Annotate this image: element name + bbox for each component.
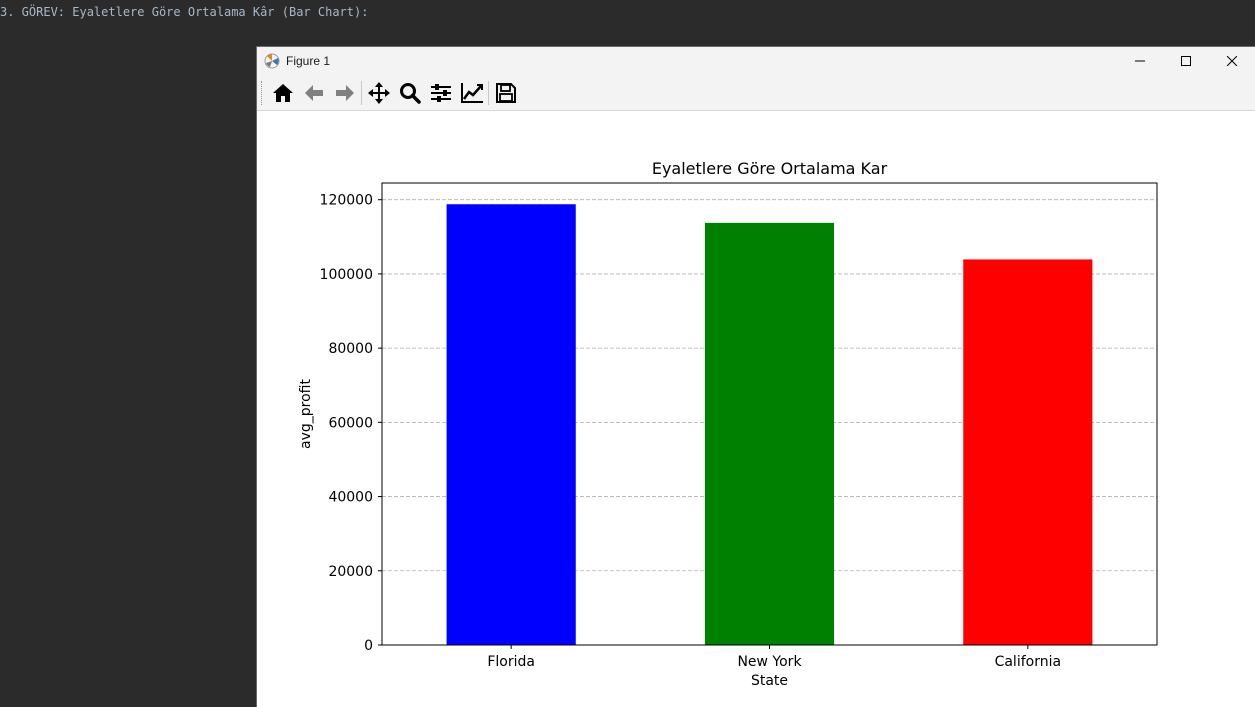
move-icon <box>367 81 390 104</box>
toolbar-separator <box>361 80 362 105</box>
navigation-toolbar <box>257 75 1255 111</box>
x-axis-label: State <box>751 673 788 689</box>
edit-axis-button[interactable] <box>456 77 487 108</box>
y-tick-label: 120000 <box>320 193 373 209</box>
figure-window: Figure 1 <box>256 46 1255 707</box>
toolbar-separator <box>488 80 489 105</box>
floppy-disk-icon <box>495 82 516 103</box>
y-tick-label: 60000 <box>328 415 373 431</box>
minimize-icon <box>1135 60 1145 62</box>
figure-canvas[interactable]: 0 20000 40000 60000 80000 100000 120000 Florida… <box>257 111 1255 707</box>
close-button[interactable] <box>1209 47 1255 75</box>
toolbar-grip[interactable] <box>261 80 264 105</box>
y-tick-label: 0 <box>364 638 373 654</box>
minimize-button[interactable] <box>1117 47 1163 75</box>
forward-button[interactable] <box>329 77 360 108</box>
configure-subplots-button[interactable] <box>425 77 456 108</box>
matplotlib-app-icon <box>264 53 280 69</box>
y-tick-label: 100000 <box>320 267 373 283</box>
arrow-right-icon <box>335 84 354 101</box>
x-tick-label: Florida <box>487 654 535 670</box>
bar-california <box>963 259 1093 645</box>
title-bar[interactable]: Figure 1 <box>257 47 1255 75</box>
bar-florida <box>446 204 576 645</box>
bar-chart: 0 20000 40000 60000 80000 100000 120000 Florida… <box>257 111 1255 707</box>
x-tick-label: New York <box>737 654 802 670</box>
window-title: Figure 1 <box>286 54 331 68</box>
y-tick-label: 40000 <box>328 490 373 506</box>
zoom-button[interactable] <box>394 77 425 108</box>
maximize-button[interactable] <box>1163 47 1209 75</box>
pan-button[interactable] <box>363 77 394 108</box>
x-tick-label: California <box>995 654 1061 670</box>
arrow-left-icon <box>304 84 323 101</box>
sliders-icon <box>430 83 451 102</box>
magnifier-icon <box>399 82 421 104</box>
y-axis-label: avg_profit <box>298 379 314 449</box>
chart-title: Eyaletlere Göre Ortalama Kar <box>652 159 888 178</box>
line-chart-icon <box>460 82 483 103</box>
close-icon <box>1227 56 1237 66</box>
bar-new-york <box>704 222 835 645</box>
home-icon <box>272 83 293 102</box>
back-button[interactable] <box>298 77 329 108</box>
y-tick-label: 80000 <box>328 341 373 357</box>
home-button[interactable] <box>267 77 298 108</box>
save-button[interactable] <box>490 77 521 108</box>
terminal-output-line: 3. GÖREV: Eyaletlere Göre Ortalama Kâr (… <box>0 5 369 19</box>
y-tick-label: 20000 <box>328 564 373 580</box>
maximize-icon <box>1181 56 1191 66</box>
